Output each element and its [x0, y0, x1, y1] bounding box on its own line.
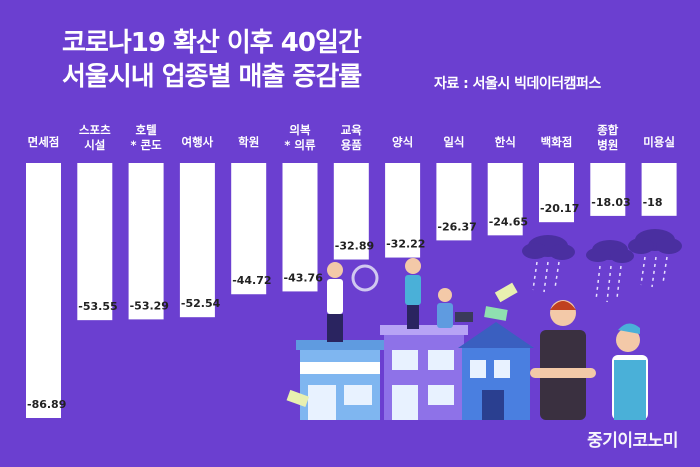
- category-label-0: 면세점: [28, 135, 60, 149]
- title-line-2: 서울시내 업종별 매출 증감률: [62, 62, 362, 92]
- bar-11: [590, 163, 626, 216]
- rain-drops-icon: [532, 256, 668, 303]
- value-label-9: -24.65: [489, 215, 528, 228]
- category-label-3: 여행사: [182, 135, 214, 149]
- category-label-7: 양식: [392, 135, 413, 149]
- person-icon: [327, 258, 648, 420]
- bar-2: [128, 163, 164, 320]
- category-label-1: 스포츠 시설: [79, 123, 111, 152]
- category-label-6: 교육 용품: [341, 123, 363, 152]
- category-label-9: 한식: [495, 135, 516, 149]
- bar-10: [539, 163, 574, 223]
- bar-12: [641, 163, 677, 216]
- title-line-1: 코로나19 확산 이후 40일간: [62, 28, 362, 58]
- value-label-7: -32.22: [386, 238, 425, 251]
- value-label-4: -44.72: [232, 274, 271, 287]
- rain-cloud-icon: [522, 229, 682, 263]
- bar-9: [487, 163, 523, 236]
- publisher-watermark: 중기이코노미: [587, 431, 678, 451]
- value-label-10: -20.17: [540, 202, 579, 215]
- category-label-2: 호텔 * 콘도: [131, 123, 163, 152]
- value-label-2: -53.29: [130, 299, 169, 312]
- shop-building-icon: [296, 322, 534, 420]
- value-label-0: -86.89: [27, 398, 66, 411]
- value-label-5: -43.76: [284, 271, 324, 284]
- category-label-8: 일식: [443, 135, 464, 149]
- category-label-5: 의복 * 의류: [284, 123, 316, 152]
- value-label-3: -52.54: [181, 297, 221, 310]
- bar-1: [77, 163, 113, 321]
- bar-3: [179, 163, 215, 318]
- value-label-11: -18.03: [591, 196, 630, 209]
- bar-0: [26, 163, 61, 418]
- category-label-12: 미용실: [643, 135, 675, 149]
- value-label-12: -18: [643, 196, 663, 209]
- value-label-8: -26.37: [437, 220, 476, 233]
- category-label-4: 학원: [238, 135, 259, 149]
- bar-6: [333, 163, 369, 260]
- bar-4: [231, 163, 267, 295]
- source-note: 자료 : 서울시 빅데이터캠퍼스: [434, 76, 601, 92]
- value-label-6: -32.89: [335, 240, 374, 253]
- category-label-10: 백화점: [541, 135, 573, 149]
- value-label-1: -53.55: [78, 300, 117, 313]
- bar-8: [436, 163, 472, 241]
- category-label-11: 종합 병원: [597, 123, 619, 152]
- bar-5: [282, 163, 318, 292]
- bar-7: [385, 163, 421, 258]
- chart-title: 코로나19 확산 이후 40일간 서울시내 업종별 매출 증감률: [62, 26, 362, 94]
- money-bill-icon: [286, 282, 518, 408]
